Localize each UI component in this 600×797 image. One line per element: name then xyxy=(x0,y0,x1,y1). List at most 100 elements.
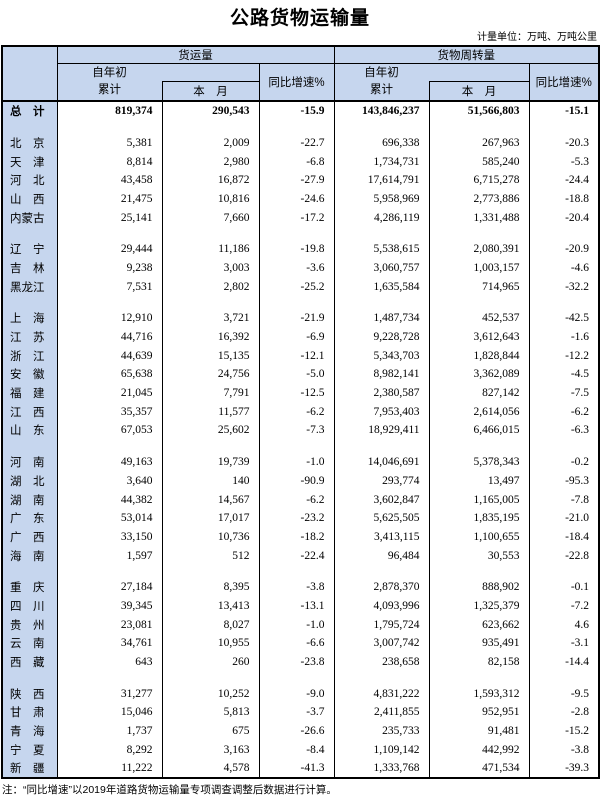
empty-cell xyxy=(258,296,335,309)
value-cell: 4,286,119 xyxy=(333,208,430,227)
value-cell: 1,165,005 xyxy=(428,490,530,509)
region-label: 北 京 xyxy=(1,133,58,153)
region-label: 新 疆 xyxy=(1,759,58,778)
value-cell: -41.3 xyxy=(258,759,335,778)
empty-cell xyxy=(333,671,430,685)
value-cell: 1,795,724 xyxy=(333,615,430,634)
freight-table: 货运量 货物周转量 自年初 累计 同比增速% 自年初 累计 同比增速% 本 月 xyxy=(1,45,600,779)
table-row: 吉 林 9,238 3,003 -3.6 3,060,757 1,003,157 -4.6 xyxy=(1,258,600,278)
value-cell: 91,481 xyxy=(428,721,530,741)
table-row: 四 川 39,345 13,413 -13.1 4,093,996 1,325,379 -7… xyxy=(1,596,600,616)
value-cell: 585,240 xyxy=(428,152,530,171)
value-cell: 1,835,195 xyxy=(428,508,530,528)
empty-cell xyxy=(56,120,163,134)
table-row: 上 海 12,910 3,721 -21.9 1,487,734 452,537 -42.5 xyxy=(1,309,600,328)
value-cell: 5,343,703 xyxy=(333,346,430,366)
value-cell: 260 xyxy=(161,652,260,672)
empty-cell xyxy=(428,439,530,453)
table-row: 河 北 43,458 16,872 -27.9 17,614,791 6,715,278-… xyxy=(1,170,600,190)
value-cell: -23.2 xyxy=(258,508,335,528)
value-cell: -20.3 xyxy=(528,133,600,153)
value-cell: -6.3 xyxy=(528,421,600,440)
empty-cell xyxy=(161,120,260,134)
value-cell: -21.9 xyxy=(258,309,335,328)
value-cell: 5,538,615 xyxy=(333,239,430,259)
header-cumulative-line1: 自年初 xyxy=(364,66,399,79)
stub-header-cell xyxy=(2,46,58,101)
region-label: 贵 州 xyxy=(1,615,58,634)
value-cell: -3.8 xyxy=(258,577,335,597)
region-label: 天 津 xyxy=(1,152,58,171)
value-cell: -15.2 xyxy=(528,721,600,741)
header-cumulative-line1: 自年初 xyxy=(92,66,127,79)
value-cell: 53,014 xyxy=(56,508,163,528)
value-cell: 19,739 xyxy=(161,452,260,472)
table-row: 山 东 67,053 25,602 -7.3 18,929,411 6,466,015 -6… xyxy=(1,421,600,440)
value-cell: 16,872 xyxy=(161,170,260,190)
value-cell: -6.2 xyxy=(528,402,600,422)
value-cell: -9.5 xyxy=(528,684,600,704)
value-cell: -19.8 xyxy=(258,239,335,259)
value-cell: -39.3 xyxy=(528,759,600,778)
value-cell: 24,756 xyxy=(161,365,260,384)
value-cell: 49,163 xyxy=(56,452,163,472)
value-cell: 1,333,768 xyxy=(333,759,430,778)
value-cell: 3,413,115 xyxy=(333,527,430,547)
value-cell: -17.2 xyxy=(258,208,335,227)
value-cell: -3.1 xyxy=(528,634,600,653)
region-label: 河 南 xyxy=(1,452,58,472)
empty-cell xyxy=(333,439,430,453)
empty-cell xyxy=(1,226,58,240)
region-label: 广 西 xyxy=(1,527,58,547)
value-cell: 67,053 xyxy=(56,421,163,440)
value-cell: -24.4 xyxy=(528,170,600,190)
value-cell: 643 xyxy=(56,652,163,672)
table-row: 甘 肃 15,046 5,813 -3.7 2,411,855 952,951 -2.8 xyxy=(1,703,600,722)
table-row: 湖 南 44,382 14,567 -6.2 3,602,847 1,165,005 -7.… xyxy=(1,490,600,509)
value-cell: 8,395 xyxy=(161,577,260,597)
empty-cell xyxy=(258,671,335,685)
value-cell: -20.9 xyxy=(528,239,600,259)
value-cell: 9,228,728 xyxy=(333,327,430,347)
table-row: 北 京 5,381 2,009 -22.7 696,338 267,963 -20.3 xyxy=(1,133,600,153)
table-body: 总 计 819,374 290,543 -15.9 143,846,237 51,566,… xyxy=(1,99,600,778)
value-cell: 51,566,803 xyxy=(428,99,530,121)
table-row: 黑龙江 7,531 2,802 -25.2 1,635,584 714,965 -32.2 xyxy=(1,277,600,296)
header-volume-cumulative: 自年初 累计 xyxy=(56,63,162,101)
value-cell: 1,100,655 xyxy=(428,527,530,547)
footnote: 注：“同比增速”以2019年道路货物运输量专项调查调整后数据进行计算。 xyxy=(2,783,337,796)
value-cell: 44,382 xyxy=(56,490,163,509)
empty-cell xyxy=(528,226,600,240)
empty-cell xyxy=(56,439,163,453)
empty-cell xyxy=(428,226,530,240)
value-cell: 1,597 xyxy=(56,546,163,565)
value-cell: 290,543 xyxy=(161,99,260,121)
value-cell: 82,158 xyxy=(428,652,530,672)
page-title: 公路货物运输量 xyxy=(229,8,370,29)
empty-cell xyxy=(333,296,430,309)
value-cell: 16,392 xyxy=(161,327,260,347)
value-cell: -3.7 xyxy=(258,703,335,722)
table-row: 安 徽 65,638 24,756 -5.0 8,982,141 3,362,089 -4.… xyxy=(1,365,600,384)
value-cell: 33,150 xyxy=(56,527,163,547)
region-label: 广 东 xyxy=(1,508,58,528)
value-cell: 675 xyxy=(161,721,260,741)
value-cell: -15.9 xyxy=(258,99,335,121)
region-label: 江 苏 xyxy=(1,327,58,347)
region-label: 海 南 xyxy=(1,546,58,565)
value-cell: 3,612,643 xyxy=(428,327,530,347)
value-cell: -12.2 xyxy=(528,346,600,366)
table-row: 西 藏 643 260 -23.8 238,658 82,158 -14.4 xyxy=(1,652,600,672)
col-group-freight-volume: 货运量 xyxy=(56,46,335,64)
value-cell: 15,135 xyxy=(161,346,260,366)
table-row: 青 海 1,737 675 -26.6 235,733 91,481 -15.2 xyxy=(1,721,600,741)
value-cell: 2,878,370 xyxy=(333,577,430,597)
value-cell: 452,537 xyxy=(428,309,530,328)
value-cell: 44,716 xyxy=(56,327,163,347)
value-cell: -0.2 xyxy=(528,452,600,472)
value-cell: 8,292 xyxy=(56,740,163,760)
value-cell: 34,761 xyxy=(56,634,163,653)
header-turnover-yoy: 同比增速% xyxy=(528,63,600,101)
region-label: 甘 肃 xyxy=(1,703,58,722)
value-cell: 6,466,015 xyxy=(428,421,530,440)
